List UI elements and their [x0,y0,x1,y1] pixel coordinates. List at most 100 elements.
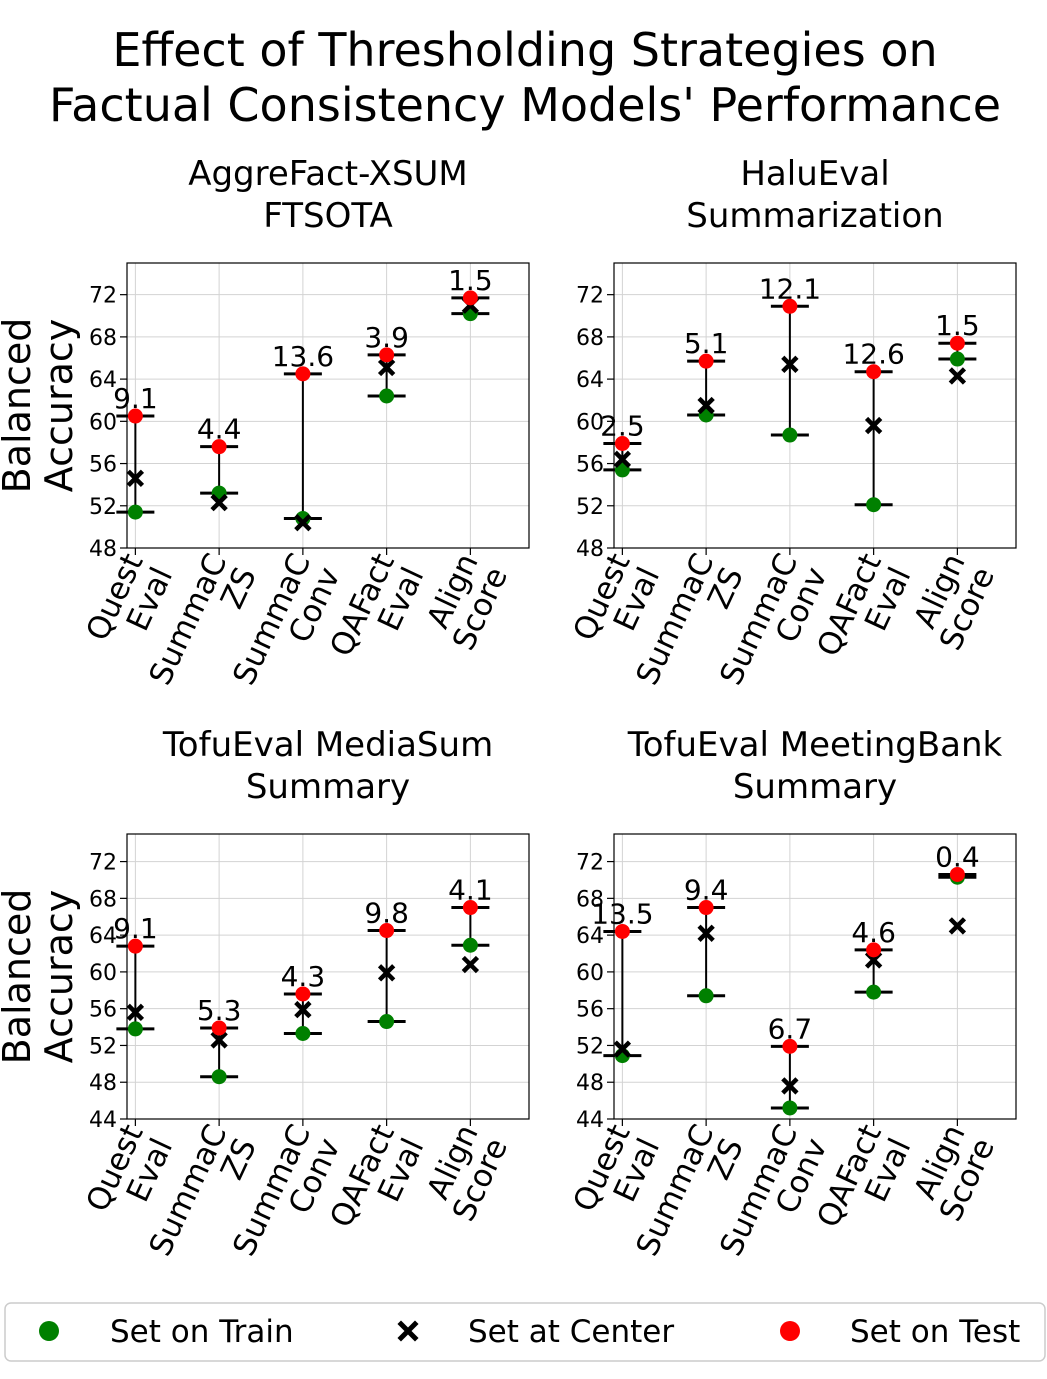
marker-set-at-center [697,924,715,942]
x-tick-label: QAFactEval [810,1119,918,1247]
panel-title-line: AggreFact-XSUM [188,154,468,194]
x-tick-label: QAFactEval [810,548,918,676]
y-tick-label: 56 [576,998,604,1023]
marker-set-at-center [948,367,967,385]
data-label: 5.3 [197,994,242,1027]
marker-set-on-test [127,938,143,954]
marker-set-on-test [295,986,311,1002]
data-label: 9.4 [684,874,729,907]
marker-set-on-test [949,866,965,882]
marker-set-on-train [782,1100,798,1116]
data-label: 12.6 [842,338,904,371]
marker-set-at-center [781,1077,799,1095]
marker-set-on-test [866,942,882,958]
marker-set-at-center [781,355,799,374]
data-label: 13.5 [591,897,653,930]
x-tick-label: AlignScore [416,1119,515,1227]
y-tick-label: 72 [89,284,117,309]
data-label: 4.4 [197,413,242,446]
y-tick-label: 68 [576,887,604,912]
marker-set-at-center [294,1000,312,1019]
marker-set-on-test [698,353,714,369]
data-label: 12.1 [759,272,821,305]
marker-set-at-center [210,1031,228,1049]
y-tick-label: 52 [576,495,604,520]
data-label: 4.6 [851,916,896,949]
marker-set-at-center [294,513,312,532]
data-label: 4.1 [448,874,493,907]
marker-set-on-test [614,436,630,451]
y-tick-label: 64 [89,924,117,949]
figure-title: Effect of Thresholding Strategies on Fac… [49,23,1001,132]
y-tick-label: 72 [89,851,117,876]
marker-set-on-test [379,347,395,363]
data-label: 9.1 [113,912,158,945]
panel-title-line: Summary [733,767,897,807]
marker-set-on-train [295,510,311,526]
y-tick-label: 60 [576,961,604,986]
marker-set-on-train [698,988,714,1004]
marker-set-at-center [377,964,396,982]
panel-title-line: FTSOTA [263,196,392,236]
y-tick-label: 68 [89,887,117,912]
y-tick-label: 60 [89,961,117,986]
marker-set-at-center [377,358,396,377]
panel-title-line: TofuEval MeetingBank [627,725,1003,765]
y-tick-label: 64 [576,368,604,393]
panel-title-line: Summarization [686,196,943,236]
y-axis-label-line: Accuracy [37,319,81,493]
plot-frame [126,833,530,1120]
y-tick-label: 56 [89,998,117,1023]
y-tick-label: 52 [576,1034,604,1059]
marker-set-on-test [462,290,478,306]
y-tick-label: 48 [89,1071,117,1096]
y-axis-label-line: Accuracy [37,890,81,1064]
marker-set-on-train [127,1021,143,1037]
marker-set-on-test [295,366,311,382]
data-label: 2.5 [600,410,645,443]
plot-frame [613,262,1017,549]
marker-set-on-train [462,937,478,953]
x-tick-label: AlignScore [903,548,1002,656]
y-tick-label: 48 [576,1071,604,1096]
data-label: 13.6 [272,340,334,373]
marker-set-at-center [461,955,480,974]
marker-set-on-test [379,923,395,939]
marker-set-on-train [949,351,965,367]
marker-set-at-center [210,493,228,512]
y-tick-label: 52 [89,495,117,520]
y-tick-label: 48 [89,537,117,562]
marker-set-on-test [211,1020,227,1036]
marker-set-on-test [949,335,965,351]
marker-set-on-test [614,923,630,939]
y-tick-label: 64 [576,924,604,949]
data-label: 4.3 [281,960,326,993]
marker-set-at-center [613,1040,632,1058]
y-tick-label: 52 [89,1034,117,1059]
legend-label-train: Set on Train [110,1314,294,1350]
y-axis-label-line: Balanced [0,318,39,494]
y-tick-label: 56 [576,453,604,478]
marker-set-on-train [866,984,882,1000]
marker-set-on-train [127,504,143,520]
marker-set-on-train [211,1069,227,1085]
y-tick-label: 44 [89,1108,117,1133]
legend-label-test: Set on Test [850,1314,1020,1350]
y-tick-label: 72 [576,284,604,309]
marker-set-on-train [379,388,395,404]
data-label: 9.8 [364,897,409,930]
x-tick-label: QAFactEval [323,548,431,676]
marker-set-on-test [782,1038,798,1054]
panel-title-line: Summary [246,767,410,807]
data-label: 0.4 [935,840,980,873]
panel-2: HaluEvalSummarization48525660646872Quest… [566,154,1017,691]
y-tick-label: 72 [576,851,604,876]
data-label: 1.5 [448,264,493,297]
marker-set-at-center [126,1003,145,1022]
plot-frame [126,262,530,549]
legend-marker-train [39,1321,59,1341]
y-tick-label: 68 [89,326,117,351]
